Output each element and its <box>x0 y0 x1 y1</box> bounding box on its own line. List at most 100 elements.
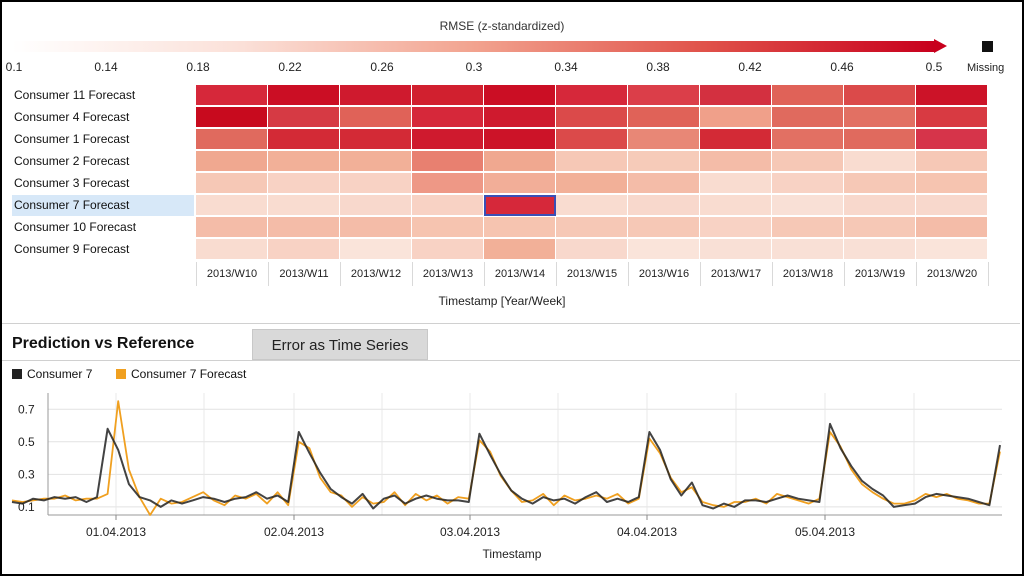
heatmap-cell[interactable] <box>340 107 412 128</box>
heatmap-cell[interactable] <box>340 129 412 150</box>
heatmap-cell[interactable] <box>268 195 340 216</box>
heatmap-cell[interactable] <box>916 151 988 172</box>
heatmap-cell[interactable] <box>700 217 772 238</box>
heatmap-cell[interactable] <box>412 85 484 106</box>
heatmap-cell[interactable] <box>628 217 700 238</box>
heatmap-cell[interactable] <box>196 85 268 106</box>
heatmap-cell[interactable] <box>268 107 340 128</box>
heatmap-cell[interactable] <box>772 107 844 128</box>
heatmap-cell[interactable] <box>196 217 268 238</box>
heatmap-cell[interactable] <box>196 195 268 216</box>
heatmap-cell[interactable] <box>844 173 916 194</box>
heatmap-cell[interactable] <box>268 239 340 260</box>
heatmap-cell[interactable] <box>772 173 844 194</box>
heatmap-cell[interactable] <box>700 151 772 172</box>
heatmap-cell[interactable] <box>484 217 556 238</box>
heatmap-cell[interactable] <box>484 195 556 216</box>
heatmap-row-label[interactable]: Consumer 4 Forecast <box>14 110 130 124</box>
heatmap-cell[interactable] <box>340 239 412 260</box>
heatmap-cell[interactable] <box>556 129 628 150</box>
color-scale-bar[interactable] <box>12 41 934 52</box>
heatmap-cell[interactable] <box>556 239 628 260</box>
heatmap-row-label[interactable]: Consumer 9 Forecast <box>14 242 130 256</box>
heatmap-cell[interactable] <box>412 129 484 150</box>
heatmap-cell[interactable] <box>916 129 988 150</box>
heatmap-cell[interactable] <box>484 239 556 260</box>
heatmap-cell[interactable] <box>628 173 700 194</box>
heatmap-cell[interactable] <box>700 239 772 260</box>
heatmap-cell[interactable] <box>196 107 268 128</box>
heatmap-cell[interactable] <box>340 85 412 106</box>
tab-prediction-vs-reference[interactable]: Prediction vs Reference <box>12 335 195 352</box>
heatmap-cell[interactable] <box>556 107 628 128</box>
tab-error-as-time-series[interactable]: Error as Time Series <box>252 329 428 360</box>
heatmap-cell[interactable] <box>628 239 700 260</box>
heatmap-cell[interactable] <box>484 129 556 150</box>
legend-item-consumer-7[interactable]: Consumer 7 <box>12 367 92 381</box>
heatmap-cell[interactable] <box>628 195 700 216</box>
heatmap-cell[interactable] <box>412 239 484 260</box>
heatmap-cell[interactable] <box>340 195 412 216</box>
heatmap-cell[interactable] <box>628 85 700 106</box>
heatmap-cell[interactable] <box>196 239 268 260</box>
heatmap-cell[interactable] <box>700 107 772 128</box>
heatmap-cell[interactable] <box>844 217 916 238</box>
heatmap-cell[interactable] <box>916 85 988 106</box>
heatmap-cell[interactable] <box>844 239 916 260</box>
heatmap-cell[interactable] <box>412 217 484 238</box>
heatmap-row-label[interactable]: Consumer 7 Forecast <box>12 195 194 216</box>
heatmap-cell[interactable] <box>412 173 484 194</box>
heatmap-cell[interactable] <box>556 195 628 216</box>
heatmap-cell[interactable] <box>484 151 556 172</box>
heatmap-cell[interactable] <box>412 195 484 216</box>
heatmap-cell[interactable] <box>340 151 412 172</box>
heatmap-cell[interactable] <box>844 129 916 150</box>
heatmap-cell[interactable] <box>196 173 268 194</box>
heatmap-cell[interactable] <box>484 173 556 194</box>
heatmap-cell[interactable] <box>844 195 916 216</box>
heatmap-cell[interactable] <box>700 195 772 216</box>
heatmap-cell[interactable] <box>412 107 484 128</box>
heatmap-cell[interactable] <box>628 151 700 172</box>
heatmap-cell[interactable] <box>268 173 340 194</box>
heatmap-cell[interactable] <box>844 85 916 106</box>
time-series-chart[interactable]: 0.10.30.50.701.04.2013 02.04.2013 03.04.20… <box>0 385 1024 570</box>
heatmap-cell[interactable] <box>844 107 916 128</box>
heatmap-cell[interactable] <box>916 195 988 216</box>
heatmap-row-label[interactable]: Consumer 2 Forecast <box>14 154 130 168</box>
heatmap-cell[interactable] <box>340 173 412 194</box>
heatmap-cell[interactable] <box>772 239 844 260</box>
heatmap-cell[interactable] <box>628 107 700 128</box>
heatmap-cell[interactable] <box>772 151 844 172</box>
heatmap-cell[interactable] <box>268 85 340 106</box>
heatmap-cell[interactable] <box>772 129 844 150</box>
heatmap-cell[interactable] <box>700 129 772 150</box>
heatmap-cell[interactable] <box>916 239 988 260</box>
heatmap-cell[interactable] <box>484 107 556 128</box>
heatmap-cell[interactable] <box>700 173 772 194</box>
heatmap-cell[interactable] <box>268 217 340 238</box>
heatmap-cell[interactable] <box>556 173 628 194</box>
heatmap-row-label[interactable]: Consumer 10 Forecast <box>14 220 137 234</box>
heatmap-row-label[interactable]: Consumer 11 Forecast <box>14 88 136 102</box>
heatmap-cell[interactable] <box>916 217 988 238</box>
heatmap-cell[interactable] <box>772 217 844 238</box>
heatmap-cell[interactable] <box>556 85 628 106</box>
heatmap-cell[interactable] <box>700 85 772 106</box>
heatmap-cell[interactable] <box>772 195 844 216</box>
heatmap-cell[interactable] <box>628 129 700 150</box>
heatmap-cell[interactable] <box>412 151 484 172</box>
heatmap-cell[interactable] <box>556 151 628 172</box>
legend-item-consumer-7-forecast[interactable]: Consumer 7 Forecast <box>116 367 246 381</box>
heatmap-cell[interactable] <box>772 85 844 106</box>
heatmap-cell[interactable] <box>340 217 412 238</box>
heatmap-cell[interactable] <box>916 107 988 128</box>
heatmap-cell[interactable] <box>916 173 988 194</box>
heatmap-cell[interactable] <box>844 151 916 172</box>
heatmap-cell[interactable] <box>556 217 628 238</box>
heatmap-row-label[interactable]: Consumer 1 Forecast <box>14 132 130 146</box>
heatmap-cell[interactable] <box>196 151 268 172</box>
heatmap-cell[interactable] <box>196 129 268 150</box>
heatmap-cell[interactable] <box>268 151 340 172</box>
heatmap-cell[interactable] <box>268 129 340 150</box>
